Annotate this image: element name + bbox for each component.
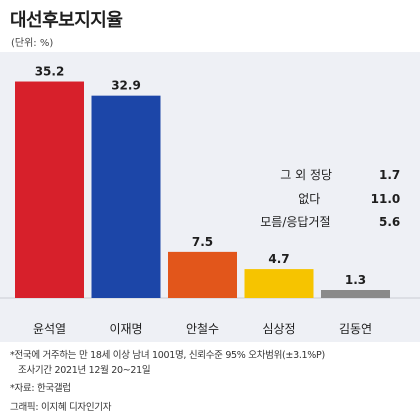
bar-chart-svg: 35.2 윤석열 32.9 이재명 7.5 안철수 4.7 심상정 1.3 김동연 xyxy=(0,65,420,336)
bar xyxy=(168,251,237,298)
survey-note: *전국에 거주하는 만 18세 이상 남녀 1001명, 신뢰수준 95% 오차… xyxy=(10,350,325,361)
category-label: 김동연 xyxy=(339,322,372,336)
category-label: 안철수 xyxy=(186,322,219,336)
bar-value-label: 32.9 xyxy=(111,79,141,93)
bar-value-label: 35.2 xyxy=(35,65,65,79)
graphic-credit: 그래픽: 이지혜 디자인기자 xyxy=(10,402,112,413)
side-note-label: 없다 xyxy=(298,192,321,206)
side-note-label: 그 외 정당 xyxy=(280,168,333,182)
bar-value-label: 7.5 xyxy=(192,235,213,249)
category-label: 이재명 xyxy=(109,322,142,336)
bar-value-label: 4.7 xyxy=(268,252,289,266)
side-note-value: 5.6 xyxy=(379,215,401,229)
unit-label: (단위: %) xyxy=(11,38,54,49)
bar xyxy=(15,81,84,298)
bar-value-label: 1.3 xyxy=(345,273,366,287)
survey-period: 조사기간 2021년 12월 20~21일 xyxy=(18,365,151,376)
side-note-dont-know: 모름/응답거절 5.6 xyxy=(245,199,400,244)
side-note-value: 1.7 xyxy=(379,168,401,182)
bar xyxy=(321,290,390,298)
side-note-value: 11.0 xyxy=(370,192,401,206)
side-note-other-parties: 그 외 정당 1.7 xyxy=(265,152,400,197)
bar xyxy=(244,269,314,298)
source-note: *자료: 한국갤럽 xyxy=(10,383,71,394)
side-note-none: 없다 11.0 xyxy=(283,176,400,221)
side-note-label: 모름/응답거절 xyxy=(260,215,331,229)
bar-chart: 35.2 윤석열 32.9 이재명 7.5 안철수 4.7 심상정 1.3 김동연 그 외 정당 1… xyxy=(0,52,420,342)
chart-title: 대선후보지지율 xyxy=(10,10,123,31)
bar xyxy=(91,95,161,298)
category-label: 심상정 xyxy=(262,322,295,336)
category-label: 윤석열 xyxy=(33,322,66,336)
